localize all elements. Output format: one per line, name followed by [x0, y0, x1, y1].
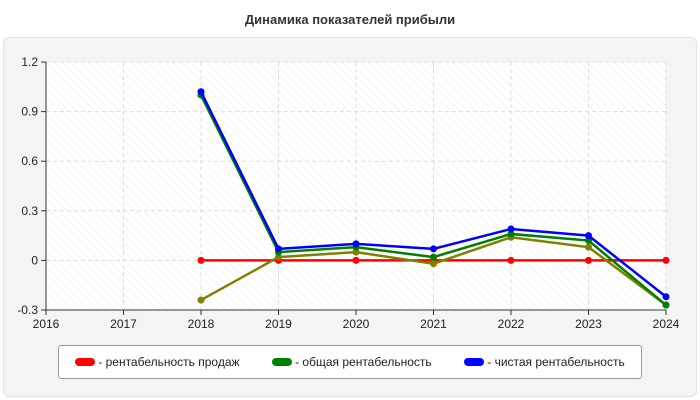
x-tick-label: 2019	[265, 317, 292, 331]
legend-label: - чистая рентабельность	[487, 355, 625, 369]
data-point	[662, 301, 670, 309]
legend-label: - рентабельность продаж	[98, 355, 240, 369]
legend: - рентабельность продаж - общая рентабел…	[58, 345, 642, 379]
y-tick-label: 1.2	[21, 55, 38, 69]
data-point	[507, 225, 515, 233]
x-tick-label: 2018	[188, 317, 215, 331]
legend-swatch	[272, 358, 293, 366]
data-point	[585, 237, 592, 245]
data-point	[507, 256, 515, 264]
legend-label: - общая рентабельность	[295, 355, 432, 369]
data-point	[662, 293, 670, 301]
data-point	[585, 243, 592, 251]
x-tick-label: 2016	[33, 317, 60, 331]
x-tick-label: 2017	[110, 317, 137, 331]
data-point	[352, 256, 360, 264]
chart-title: Динамика показателей прибыли	[244, 12, 456, 27]
data-point	[197, 256, 205, 264]
x-tick-label: 2023	[575, 317, 602, 331]
data-point	[430, 260, 437, 268]
data-point	[197, 88, 205, 96]
x-tick-label: 2021	[420, 317, 447, 331]
x-tick-label: 2022	[498, 317, 525, 331]
data-point	[352, 240, 360, 248]
x-tick-label: 2020	[343, 317, 370, 331]
x-tick-label: 2024	[653, 317, 680, 331]
legend-item-sales: - рентабельность продаж	[75, 355, 240, 369]
data-point	[275, 245, 282, 253]
data-point	[197, 296, 205, 304]
data-point	[430, 245, 437, 253]
data-point	[507, 230, 515, 238]
y-tick-label: -0.3	[17, 303, 38, 317]
data-point	[275, 253, 282, 261]
legend-swatch	[75, 358, 96, 366]
y-tick-label: 0.6	[21, 154, 38, 168]
data-point	[585, 256, 592, 264]
y-tick-label: 0.3	[21, 204, 38, 218]
y-tick-label: 0	[31, 253, 38, 267]
y-tick-label: 0.9	[21, 105, 38, 119]
data-point	[352, 248, 360, 256]
data-point	[430, 253, 437, 261]
legend-item-net: - чистая рентабельность	[464, 355, 625, 369]
legend-item-total: - общая рентабельность	[272, 355, 432, 369]
data-point	[662, 256, 670, 264]
data-point	[585, 232, 592, 240]
legend-swatch	[464, 358, 485, 366]
